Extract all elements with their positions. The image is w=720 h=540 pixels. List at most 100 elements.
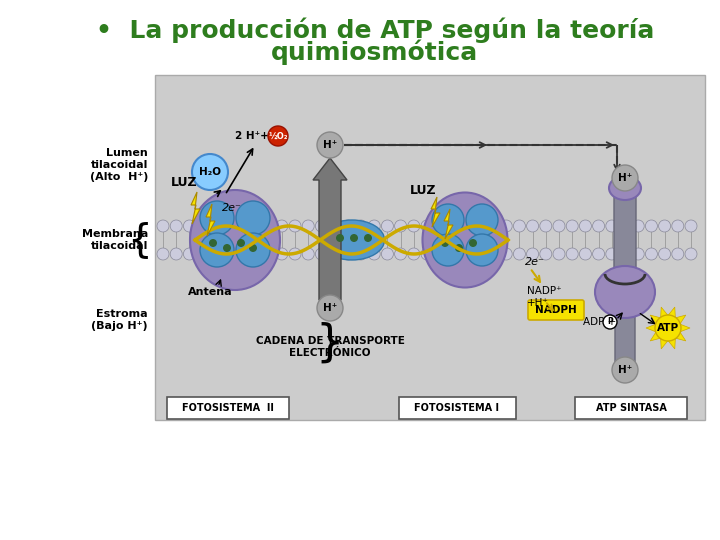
Circle shape [685,248,697,260]
Polygon shape [431,197,440,227]
Text: P: P [607,318,613,327]
Circle shape [461,220,472,232]
Polygon shape [646,324,657,332]
Circle shape [382,248,393,260]
Circle shape [210,248,222,260]
Circle shape [513,220,526,232]
Circle shape [237,239,245,247]
Circle shape [526,248,539,260]
Text: CADENA DE TRANSPORTE
ELECTRÓNICO: CADENA DE TRANSPORTE ELECTRÓNICO [256,336,405,358]
Ellipse shape [609,176,641,200]
FancyBboxPatch shape [615,298,635,367]
Circle shape [434,248,446,260]
Circle shape [466,204,498,236]
Circle shape [408,248,420,260]
Ellipse shape [595,266,655,318]
Circle shape [619,220,631,232]
Circle shape [441,239,449,247]
Circle shape [474,248,486,260]
Text: •  La producción de ATP según la teoría: • La producción de ATP según la teoría [96,17,654,43]
Circle shape [632,248,644,260]
Circle shape [302,248,314,260]
Circle shape [619,248,631,260]
Circle shape [500,248,512,260]
Circle shape [200,201,234,235]
Polygon shape [667,338,675,349]
Circle shape [500,220,512,232]
Circle shape [157,220,169,232]
Circle shape [268,126,288,146]
Circle shape [455,244,463,252]
Circle shape [606,248,618,260]
Ellipse shape [423,192,508,287]
FancyBboxPatch shape [167,397,289,419]
Circle shape [655,315,681,341]
Circle shape [434,220,446,232]
Text: LUZ: LUZ [171,176,197,188]
Circle shape [408,220,420,232]
Ellipse shape [320,220,384,260]
Text: H₂O: H₂O [199,167,221,177]
Circle shape [289,220,301,232]
Circle shape [553,220,565,232]
Circle shape [421,220,433,232]
Circle shape [659,220,670,232]
Circle shape [263,248,274,260]
FancyBboxPatch shape [614,193,636,287]
Text: FOTOSISTEMA I: FOTOSISTEMA I [415,403,500,413]
Polygon shape [206,204,215,236]
Circle shape [487,248,499,260]
Polygon shape [675,315,685,325]
Circle shape [461,248,472,260]
Circle shape [236,201,270,235]
Circle shape [566,220,578,232]
Circle shape [566,248,578,260]
Circle shape [184,220,195,232]
Circle shape [432,234,464,266]
FancyBboxPatch shape [528,300,584,320]
Polygon shape [675,332,685,341]
FancyBboxPatch shape [399,397,516,419]
Circle shape [606,220,618,232]
Text: ½O₂: ½O₂ [269,132,288,140]
Text: }: } [316,322,344,365]
Text: FOTOSISTEMA  II: FOTOSISTEMA II [182,403,274,413]
Text: 2 H⁺+: 2 H⁺+ [235,131,269,141]
Text: quimiosmótica: quimiosmótica [271,39,479,65]
Circle shape [580,248,591,260]
Text: ATP: ATP [657,323,679,333]
Polygon shape [679,324,690,332]
Circle shape [382,220,393,232]
Circle shape [236,233,270,267]
Circle shape [276,248,288,260]
Circle shape [315,220,328,232]
Circle shape [315,248,328,260]
Text: H⁺: H⁺ [618,365,632,375]
Circle shape [249,220,261,232]
Circle shape [368,220,380,232]
Circle shape [197,248,209,260]
Circle shape [192,154,228,190]
Circle shape [526,220,539,232]
Circle shape [210,220,222,232]
Circle shape [223,244,231,252]
Ellipse shape [190,190,280,290]
Text: Antena: Antena [188,287,233,297]
Polygon shape [661,338,668,349]
Circle shape [249,248,261,260]
FancyBboxPatch shape [575,397,687,419]
Circle shape [447,220,459,232]
FancyBboxPatch shape [155,75,705,420]
Circle shape [342,220,354,232]
Circle shape [364,234,372,242]
Circle shape [342,248,354,260]
Text: H⁺: H⁺ [323,303,337,313]
Circle shape [395,248,407,260]
Circle shape [317,295,343,321]
Text: H⁺: H⁺ [323,140,337,150]
Polygon shape [191,192,200,224]
Circle shape [223,248,235,260]
Text: H⁺: H⁺ [618,173,632,183]
Circle shape [350,234,358,242]
Circle shape [289,248,301,260]
